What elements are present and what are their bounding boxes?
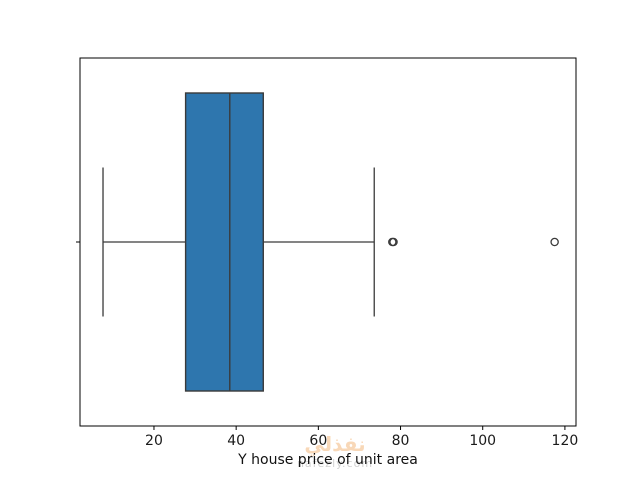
outlier-point xyxy=(550,237,559,247)
x-tick-label: 80 xyxy=(392,433,410,449)
x-tick-label: 120 xyxy=(552,433,579,449)
x-tick-label: 60 xyxy=(309,433,327,449)
outlier-point xyxy=(389,237,398,247)
x-tick-label: 40 xyxy=(227,433,245,449)
iqr-box xyxy=(184,92,264,392)
x-tick-label: 20 xyxy=(145,433,163,449)
x-axis-label: Y house price of unit area xyxy=(238,452,418,468)
x-tick-label: 100 xyxy=(469,433,496,449)
